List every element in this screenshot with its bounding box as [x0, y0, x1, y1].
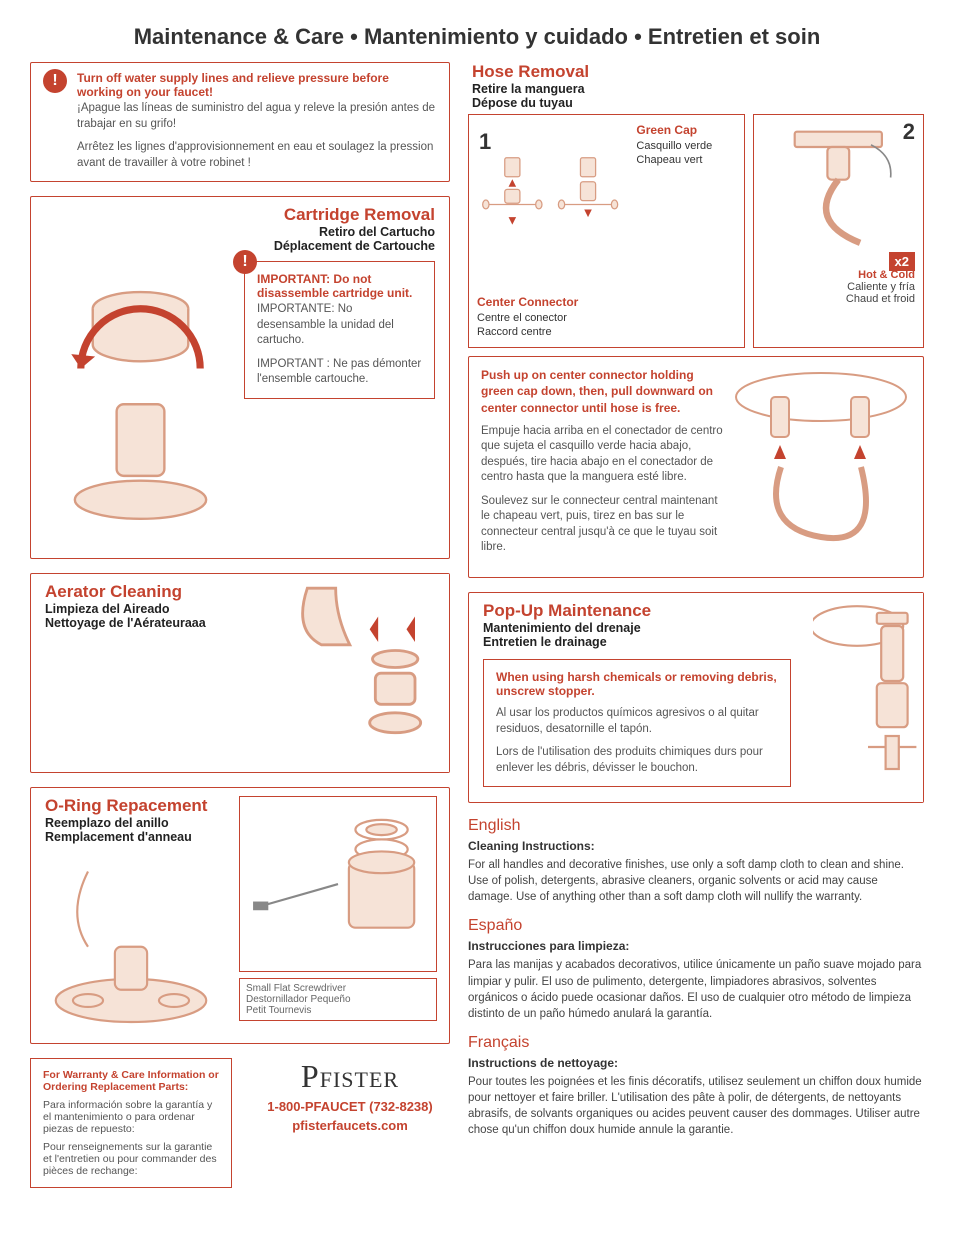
popup-sub-fr: Entretien le drainage	[483, 635, 791, 649]
instructions-block: English Cleaning Instructions: For all h…	[468, 817, 924, 1138]
footer-row: For Warranty & Care Information or Order…	[30, 1058, 450, 1188]
brand-logo: Pfister	[250, 1058, 450, 1095]
hot-cold-label: Hot & Cold	[858, 269, 915, 281]
warranty-fr: Pour renseignements sur la garantie et l…	[43, 1141, 219, 1177]
center-connector-es: Centre el conector	[477, 311, 736, 325]
instr-es-body: Para las manijas y acabados decorativos,…	[468, 957, 924, 1021]
cartridge-note-fr: IMPORTANT : Ne pas démonter l'ensemble c…	[257, 357, 422, 388]
instr-en-sub: Cleaning Instructions:	[468, 839, 924, 853]
alert-icon: !	[233, 250, 257, 274]
warning-fr: Arrêtez les lignes d'approvisionnement e…	[77, 140, 437, 171]
green-cap-es: Casquillo verde	[636, 139, 736, 153]
warning-es: ¡Apague las líneas de suministro del agu…	[77, 101, 437, 132]
warranty-heading: For Warranty & Care Information or Order…	[43, 1069, 219, 1093]
left-column: ! Turn off water supply lines and reliev…	[30, 62, 450, 1188]
warranty-es: Para información sobre la garantía y el …	[43, 1099, 219, 1135]
popup-tip-es: Al usar los productos químicos agresivos…	[496, 706, 778, 737]
instr-es-sub: Instrucciones para limpieza:	[468, 939, 924, 953]
center-connector-label: Center Connector	[477, 295, 736, 311]
hose-push-es: Empuje hacia arriba en el conectador de …	[481, 424, 723, 486]
warranty-box: For Warranty & Care Information or Order…	[30, 1058, 232, 1188]
green-cap-fr: Chapeau vert	[636, 153, 736, 167]
popup-tip-en: When using harsh chemicals or removing d…	[496, 670, 778, 698]
tool-fr: Petit Tournevis	[246, 1005, 430, 1016]
oring-box: O-Ring Repacement Reemplazo del anillo R…	[30, 787, 450, 1045]
oring-detail-diagram	[239, 796, 437, 972]
hose-sub-es: Retire la manguera	[472, 82, 924, 96]
cartridge-box: Cartridge Removal Retiro del Cartucho Dé…	[30, 196, 450, 559]
instr-en-body: For all handles and decorative finishes,…	[468, 857, 924, 905]
warning-en: Turn off water supply lines and relieve …	[77, 71, 437, 99]
hose-panels: 1	[468, 114, 924, 348]
hose-instruction-box: Push up on center connector holding gree…	[468, 356, 924, 578]
lang-es: Españo	[468, 917, 924, 935]
popup-sub-es: Mantenimiento del drenaje	[483, 621, 791, 635]
columns: ! Turn off water supply lines and reliev…	[30, 62, 924, 1188]
cartridge-note-es: IMPORTANTE: No desensamble la unidad del…	[257, 302, 422, 349]
center-connector-fr: Raccord centre	[477, 325, 736, 339]
popup-tip-box: When using harsh chemicals or removing d…	[483, 659, 791, 787]
green-cap-label: Green Cap	[636, 123, 736, 139]
oring-faucet-diagram	[45, 850, 217, 1044]
hot-cold-fr: Chaud et froid	[846, 293, 915, 305]
hose-underside-diagram	[731, 367, 911, 567]
aerator-box: Aerator Cleaning Limpieza del Aireado Ne…	[30, 573, 450, 773]
hose-push-en: Push up on center connector holding gree…	[481, 367, 723, 416]
cartridge-sub-es: Retiro del Cartucho	[45, 225, 435, 239]
hose-title: Hose Removal	[472, 62, 924, 82]
aerator-diagram	[279, 574, 449, 772]
brand-site: pfisterfaucets.com	[250, 1118, 450, 1133]
aerator-sub-fr: Nettoyage de l'Aérateuraaa	[45, 616, 257, 630]
oring-sub-fr: Remplacement d'anneau	[45, 830, 217, 844]
hose-sub-fr: Dépose du tuyau	[472, 96, 924, 110]
hose-heading-block: Hose Removal Retire la manguera Dépose d…	[468, 62, 924, 114]
hose-panel-1: 1	[468, 114, 745, 348]
cartridge-diagram	[45, 261, 236, 548]
instr-fr-body: Pour toutes les poignées et les finis dé…	[468, 1074, 924, 1138]
lang-fr: Français	[468, 1034, 924, 1052]
hot-cold-es: Caliente y fría	[847, 281, 915, 293]
lang-en: English	[468, 817, 924, 835]
page-title: Maintenance & Care • Mantenimiento y cui…	[30, 24, 924, 50]
brand-block: Pfister 1-800-PFAUCET (732-8238) pfister…	[250, 1058, 450, 1133]
oring-sub-es: Reemplazo del anillo	[45, 816, 217, 830]
cartridge-note-en: IMPORTANT: Do not disassemble cartridge …	[257, 272, 422, 300]
alert-icon: !	[43, 69, 67, 93]
hose-diagram-2	[762, 123, 915, 254]
brand-phone: 1-800-PFAUCET (732-8238)	[250, 1099, 450, 1114]
tool-en: Small Flat Screwdriver	[246, 983, 430, 994]
aerator-sub-es: Limpieza del Aireado	[45, 602, 257, 616]
popup-title: Pop-Up Maintenance	[483, 601, 791, 621]
hose-diagram-1	[477, 123, 628, 293]
cartridge-title: Cartridge Removal	[45, 205, 435, 225]
popup-diagram	[813, 593, 923, 802]
right-column: Hose Removal Retire la manguera Dépose d…	[468, 62, 924, 1188]
popup-tip-fr: Lors de l'utilisation des produits chimi…	[496, 745, 778, 776]
warning-box: ! Turn off water supply lines and reliev…	[30, 62, 450, 182]
hose-push-fr: Soulevez sur le connecteur central maint…	[481, 494, 723, 556]
oring-title: O-Ring Repacement	[45, 796, 217, 816]
step-2-tag: 2	[903, 119, 915, 145]
aerator-title: Aerator Cleaning	[45, 582, 257, 602]
step-1-tag: 1	[479, 129, 491, 155]
instr-fr-sub: Instructions de nettoyage:	[468, 1056, 924, 1070]
hose-panel-2: 2 x2 Hot & Cold Caliente y fría Chaud et	[753, 114, 924, 348]
popup-box: Pop-Up Maintenance Mantenimiento del dre…	[468, 592, 924, 803]
tool-label-box: Small Flat Screwdriver Destornillador Pe…	[239, 978, 437, 1021]
tool-es: Destornillador Pequeño	[246, 994, 430, 1005]
